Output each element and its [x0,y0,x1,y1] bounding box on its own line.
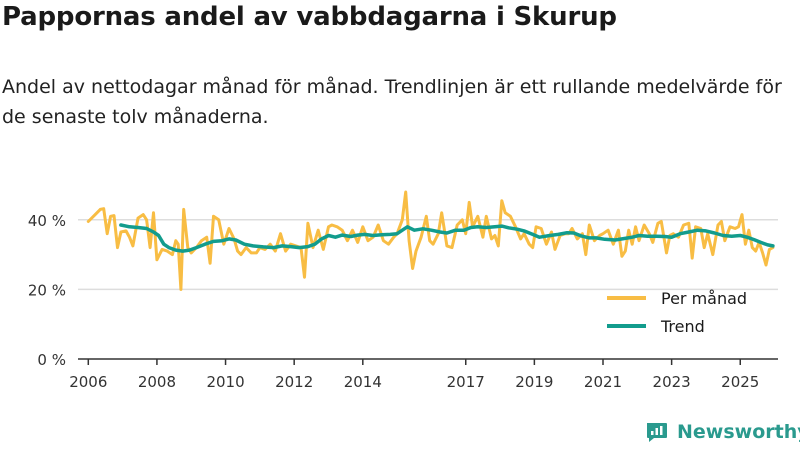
x-tick-label: 2021 [584,373,622,391]
x-tick-label: 2023 [653,373,691,391]
legend-item-trend-label: Trend [660,317,705,336]
series-line-trend [119,223,775,253]
x-tick-label: 2008 [138,373,176,391]
newsworthy-logo-icon [647,423,667,442]
x-tick-label: 2025 [721,373,759,391]
x-tick-label: 2019 [515,373,553,391]
chart-subtitle: Andel av nettodagar månad för månad. Tre… [2,76,782,128]
y-tick-label: 40 % [28,212,66,230]
x-tick-label: 2006 [69,373,107,391]
x-tick-label: 2017 [447,373,485,391]
x-tick-label: 2012 [275,373,313,391]
chart-title: Pappornas andel av vabbdagarna i Skurup [2,2,617,32]
x-tick-label: 2014 [344,373,382,391]
brand-name: Newsworthy [677,421,800,443]
y-tick-label: 0 % [37,351,66,369]
y-tick-label: 20 % [28,281,66,299]
legend-item-per-manad-label: Per månad [661,289,747,308]
x-tick-label: 2010 [206,373,244,391]
series-line-per-manad [86,190,775,291]
brand-logo: Newsworthy [645,420,800,444]
